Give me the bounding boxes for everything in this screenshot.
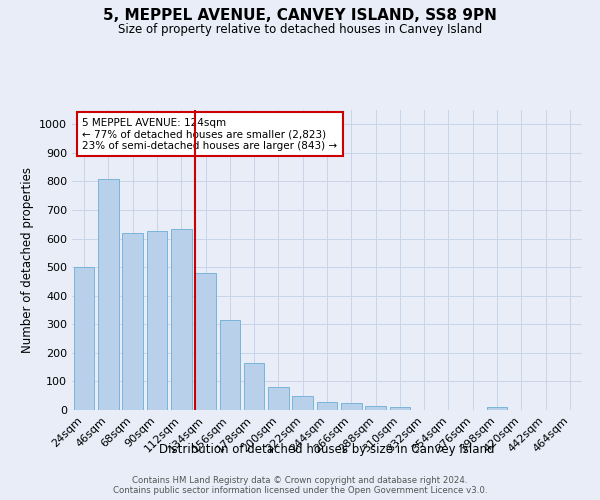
Bar <box>244 363 265 410</box>
Text: Contains HM Land Registry data © Crown copyright and database right 2024.
Contai: Contains HM Land Registry data © Crown c… <box>113 476 487 495</box>
Text: Size of property relative to detached houses in Canvey Island: Size of property relative to detached ho… <box>118 22 482 36</box>
Bar <box>268 387 289 410</box>
Bar <box>195 273 216 410</box>
Bar <box>389 406 410 410</box>
Bar <box>171 228 191 410</box>
Bar <box>122 233 143 410</box>
Bar <box>98 178 119 410</box>
Bar <box>74 267 94 410</box>
Text: 5 MEPPEL AVENUE: 124sqm
← 77% of detached houses are smaller (2,823)
23% of semi: 5 MEPPEL AVENUE: 124sqm ← 77% of detache… <box>82 118 337 150</box>
Text: 5, MEPPEL AVENUE, CANVEY ISLAND, SS8 9PN: 5, MEPPEL AVENUE, CANVEY ISLAND, SS8 9PN <box>103 8 497 22</box>
Bar <box>220 320 240 410</box>
Bar <box>292 396 313 410</box>
Bar <box>365 406 386 410</box>
Bar <box>146 232 167 410</box>
Text: Distribution of detached houses by size in Canvey Island: Distribution of detached houses by size … <box>159 442 495 456</box>
Bar <box>487 407 508 410</box>
Y-axis label: Number of detached properties: Number of detached properties <box>20 167 34 353</box>
Bar <box>341 403 362 410</box>
Bar <box>317 402 337 410</box>
